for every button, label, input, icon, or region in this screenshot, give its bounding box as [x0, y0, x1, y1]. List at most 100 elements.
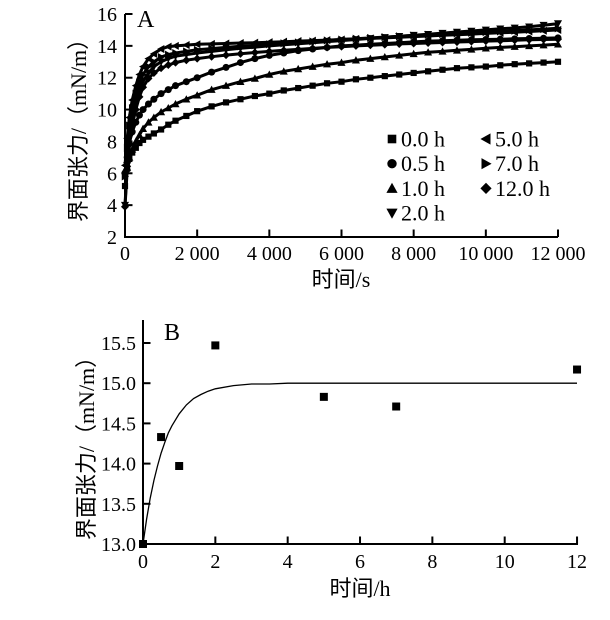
- 7.0 h: [121, 24, 563, 181]
- data-point-marker: [144, 100, 152, 108]
- data-point-marker: [424, 38, 433, 48]
- data-point-marker: [139, 124, 148, 132]
- data-point-marker: [193, 40, 201, 49]
- legend-label: 0.0 h: [401, 127, 445, 152]
- data-point-marker: [207, 85, 216, 93]
- data-point-marker: [182, 78, 190, 86]
- x-tick-label: 2 000: [175, 243, 220, 265]
- data-point-marker: [323, 36, 332, 45]
- x-tick-label: 6: [355, 551, 365, 573]
- data-point-marker: [497, 62, 504, 69]
- data-point-marker: [266, 90, 273, 97]
- data-point-marker: [157, 126, 165, 133]
- legend-marker: [480, 182, 492, 194]
- panel-b-chart: 13.0 13.5 14.0 14.5 15.0 15.5 0 2 4 6 8 10 12 B 时间/h…: [74, 320, 587, 601]
- x-tick-label: 4 000: [247, 243, 292, 265]
- data-point-marker: [165, 50, 173, 59]
- data-point-marker: [540, 25, 548, 34]
- data-point-marker: [208, 68, 216, 76]
- data-point-marker: [539, 35, 548, 44]
- data-point-marker: [236, 49, 245, 58]
- data-point-marker: [526, 60, 533, 67]
- x-tick-label: 12 000: [531, 243, 586, 265]
- data-point-marker: [150, 130, 157, 137]
- data-point-marker: [468, 28, 476, 37]
- data-point-marker: [251, 55, 259, 63]
- data-point-marker: [149, 49, 158, 58]
- y-tick-label: 15.5: [101, 333, 136, 355]
- data-point-marker: [553, 35, 563, 44]
- data-point-marker: [193, 74, 201, 82]
- legend-item: 0.0 h: [387, 127, 445, 152]
- legend-label: 5.0 h: [495, 127, 539, 152]
- data-point-marker: [481, 44, 490, 52]
- x-tick-label: 0: [120, 243, 130, 265]
- y-tick-label: 2: [107, 227, 117, 249]
- data-point-marker: [496, 25, 505, 33]
- data-point-marker: [467, 45, 476, 53]
- data-point-marker: [424, 30, 433, 39]
- data-point-marker: [182, 95, 191, 103]
- data-point-marker: [481, 37, 490, 46]
- data-point-marker: [157, 45, 165, 54]
- data-point-marker: [279, 67, 288, 75]
- y-tick-label: 6: [107, 163, 117, 185]
- data-point-marker: [193, 54, 202, 63]
- data-point-marker: [338, 35, 346, 44]
- data-point-marker: [194, 108, 201, 115]
- data-point-marker: [171, 99, 180, 108]
- data-point-marker: [540, 59, 547, 66]
- data-point-marker: [380, 52, 389, 61]
- data-point-marker: [208, 103, 215, 110]
- legend-label: 1.0 h: [401, 176, 445, 201]
- data-point-marker: [319, 392, 328, 401]
- panel-b-x-axis-title: 时间/h: [329, 576, 390, 601]
- data-point-marker: [236, 59, 244, 67]
- 1.0 h: [120, 40, 563, 174]
- legend-marker: [480, 133, 491, 145]
- data-point-marker: [165, 121, 172, 128]
- legend-label: 2.0 h: [401, 201, 445, 226]
- data-point-marker: [366, 41, 375, 50]
- x-tick-label: 10 000: [458, 243, 513, 265]
- data-point-marker: [251, 41, 259, 50]
- data-point-marker: [171, 58, 180, 67]
- data-point-marker: [409, 39, 418, 48]
- data-point-marker: [482, 63, 489, 70]
- data-point-marker: [183, 112, 190, 120]
- data-point-marker: [352, 76, 360, 83]
- data-point-marker: [131, 105, 140, 114]
- data-point-marker: [510, 42, 519, 50]
- panel-a-chart: 2 4 6 8 10 12 14 16 0 2 000 4 000 6 000 8 000 10 000 1…: [66, 4, 586, 292]
- legend-item: 2.0 h: [386, 201, 445, 226]
- y-tick-label: 14: [97, 36, 117, 58]
- legend-item: 5.0 h: [480, 127, 539, 152]
- data-point-marker: [438, 47, 447, 55]
- data-point-marker: [145, 62, 153, 71]
- data-point-marker: [144, 54, 152, 63]
- data-point-marker: [425, 68, 432, 75]
- panel-b-plot-area: 13.0 13.5 14.0 14.5 15.0 15.5 0 2 4 6 8 10 12: [101, 320, 587, 573]
- data-point-marker: [157, 107, 166, 116]
- legend-item: 12.0 h: [480, 176, 550, 201]
- data-point-marker: [467, 37, 476, 46]
- data-point-marker: [150, 57, 158, 66]
- data-point-marker: [157, 64, 166, 73]
- data-point-marker: [139, 540, 147, 548]
- data-point-marker: [139, 62, 147, 71]
- data-point-marker: [395, 32, 404, 41]
- data-point-marker: [309, 37, 317, 46]
- data-point-marker: [554, 58, 562, 65]
- data-point-marker: [164, 86, 172, 94]
- x-tick-label: 6 000: [319, 243, 364, 265]
- data-point-marker: [149, 68, 158, 77]
- data-point-marker: [496, 36, 505, 45]
- data-point-marker: [323, 43, 332, 52]
- data-point-marker: [193, 91, 202, 99]
- data-point-marker: [380, 40, 389, 49]
- data-point-marker: [424, 48, 433, 56]
- data-point-marker: [539, 41, 548, 49]
- data-point-marker: [280, 87, 287, 94]
- data-point-marker: [135, 111, 143, 119]
- data-point-marker: [164, 42, 172, 51]
